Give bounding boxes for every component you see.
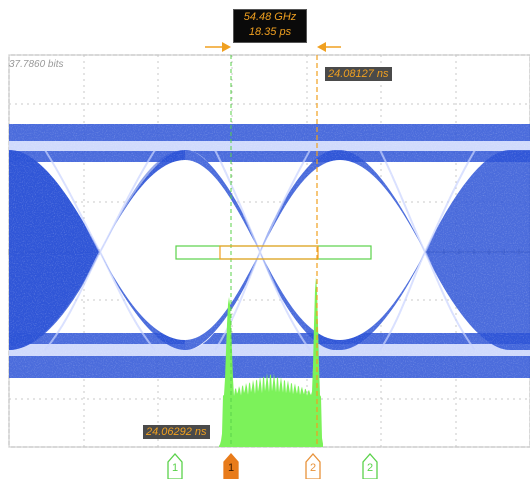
frequency-readout: 54.48 GHz 18.35 ps xyxy=(233,9,307,43)
cursor-marker-label: 1 xyxy=(171,462,179,474)
measurement-window-orange[interactable] xyxy=(219,245,319,260)
cursor-marker-label: 2 xyxy=(309,462,317,474)
cursor-marker-label: 2 xyxy=(366,462,374,474)
jitter-histogram xyxy=(219,277,323,447)
cursor-marker-1[interactable] xyxy=(223,453,239,479)
frequency-value: 54.48 GHz xyxy=(243,11,297,23)
cursor-marker-label: 1 xyxy=(227,462,235,474)
vertical-scale-label: 37.7860 bits xyxy=(9,59,64,70)
period-value: 18.35 ps xyxy=(248,26,292,38)
period-arrows xyxy=(205,42,341,52)
cursor-right-time: 24.08127 ns xyxy=(325,67,392,81)
cursor-marker-2[interactable] xyxy=(362,453,378,479)
cursor-marker-2[interactable] xyxy=(305,453,321,479)
cursor-left-time: 24.06292 ns xyxy=(143,425,210,439)
eye-pattern xyxy=(9,120,530,380)
histogram-bars xyxy=(219,277,323,447)
cursor-marker-1[interactable] xyxy=(167,453,183,479)
